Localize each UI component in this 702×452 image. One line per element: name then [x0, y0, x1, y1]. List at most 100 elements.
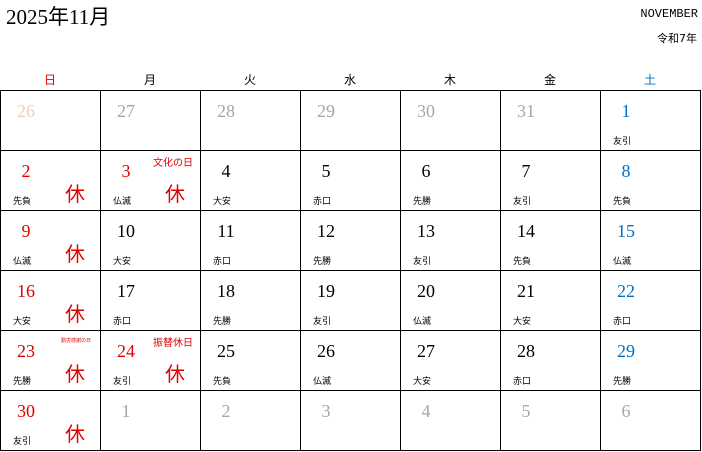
day-number: 8 [621, 161, 631, 181]
day-cell[interactable]: 29 [301, 90, 401, 151]
day-cell[interactable]: 4 [401, 391, 501, 451]
day-off-marker: 休 [65, 302, 85, 326]
day-off-marker: 休 [165, 182, 185, 206]
rokuyo-label: 友引 [613, 137, 632, 147]
day-cell[interactable]: 28 赤口 [501, 331, 601, 391]
rokuyo-label: 先負 [13, 197, 32, 207]
day-cell[interactable]: 10 大安 [101, 211, 201, 271]
weekday-wednesday: 水 [343, 73, 356, 87]
rokuyo-label: 先負 [513, 257, 532, 267]
day-number: 10 [117, 221, 135, 241]
rokuyo-label: 仏滅 [313, 377, 332, 387]
day-cell[interactable]: 5 赤口 [301, 151, 401, 211]
day-number: 3 [321, 401, 331, 421]
rokuyo-label: 先勝 [213, 317, 232, 327]
day-cell[interactable]: 17 赤口 [101, 271, 201, 331]
day-number: 29 [317, 101, 335, 121]
day-cell[interactable]: 1 [101, 391, 201, 451]
rokuyo-label: 赤口 [513, 377, 532, 387]
day-cell[interactable]: 30 友引 休 [0, 391, 101, 451]
day-cell[interactable]: 18 先勝 [201, 271, 301, 331]
day-cell[interactable]: 3 仏滅 文化の日休 [101, 151, 201, 211]
day-cell[interactable]: 22 赤口 [601, 271, 701, 331]
calendar-title: 2025年11月 [6, 5, 111, 29]
day-cell[interactable]: 26 [0, 90, 101, 151]
rokuyo-label: 仏滅 [13, 257, 32, 267]
day-cell[interactable]: 11 赤口 [201, 211, 301, 271]
day-cell[interactable]: 20 仏滅 [401, 271, 501, 331]
day-cell[interactable]: 13 友引 [401, 211, 501, 271]
day-number: 22 [617, 281, 635, 301]
weekday-tuesday: 火 [243, 73, 256, 87]
day-cell[interactable]: 26 仏滅 [301, 331, 401, 391]
day-off-marker: 休 [65, 242, 85, 266]
weekday-monday: 月 [143, 73, 156, 87]
day-cell[interactable]: 24 友引 振替休日休 [101, 331, 201, 391]
day-number: 2 [221, 401, 231, 421]
day-cell[interactable]: 23 先勝 勤労感謝の日休 [0, 331, 101, 391]
day-off-marker: 休 [65, 182, 85, 206]
day-number: 30 [417, 101, 435, 121]
rokuyo-label: 赤口 [313, 197, 332, 207]
rokuyo-label: 大安 [13, 317, 32, 327]
day-number: 5 [321, 161, 331, 181]
holiday-name: 振替休日 [153, 338, 193, 349]
day-cell[interactable]: 27 大安 [401, 331, 501, 391]
rokuyo-label: 友引 [313, 317, 332, 327]
day-cell[interactable]: 31 [501, 90, 601, 151]
rokuyo-label: 赤口 [113, 317, 132, 327]
era-year-label: 令和7年 [657, 32, 697, 45]
rokuyo-label: 仏滅 [613, 257, 632, 267]
day-number: 4 [421, 401, 431, 421]
day-cell[interactable]: 19 友引 [301, 271, 401, 331]
day-number: 6 [621, 401, 631, 421]
month-english-label: NOVEMBER [640, 7, 698, 21]
day-cell[interactable]: 28 [201, 90, 301, 151]
day-cell[interactable]: 14 先負 [501, 211, 601, 271]
rokuyo-label: 赤口 [213, 257, 232, 267]
rokuyo-label: 大安 [113, 257, 132, 267]
day-number: 27 [417, 341, 435, 361]
day-cell[interactable]: 30 [401, 90, 501, 151]
day-number: 2 [21, 161, 31, 181]
day-cell[interactable]: 12 先勝 [301, 211, 401, 271]
day-number: 31 [517, 101, 535, 121]
day-cell[interactable]: 7 友引 [501, 151, 601, 211]
rokuyo-label: 先負 [213, 377, 232, 387]
day-cell[interactable]: 5 [501, 391, 601, 451]
day-cell[interactable]: 3 [301, 391, 401, 451]
day-cell[interactable]: 8 先負 [601, 151, 701, 211]
day-number: 17 [117, 281, 135, 301]
day-cell[interactable]: 9 仏滅 休 [0, 211, 101, 271]
rokuyo-label: 友引 [13, 437, 32, 447]
day-cell[interactable]: 2 先負 休 [0, 151, 101, 211]
day-cell[interactable]: 21 大安 [501, 271, 601, 331]
day-number: 11 [217, 221, 235, 241]
rokuyo-label: 友引 [113, 377, 132, 387]
day-cell[interactable]: 29 先勝 [601, 331, 701, 391]
day-number: 14 [517, 221, 535, 241]
day-off-marker: 休 [165, 362, 185, 386]
day-cell[interactable]: 6 [601, 391, 701, 451]
day-number: 19 [317, 281, 335, 301]
day-number: 26 [317, 341, 335, 361]
day-cell[interactable]: 16 大安 休 [0, 271, 101, 331]
day-cell[interactable]: 1 友引 [601, 90, 701, 151]
day-cell[interactable]: 6 先勝 [401, 151, 501, 211]
day-cell[interactable]: 2 [201, 391, 301, 451]
rokuyo-label: 友引 [513, 197, 532, 207]
day-cell[interactable]: 4 大安 [201, 151, 301, 211]
rokuyo-label: 先勝 [413, 197, 432, 207]
day-cell[interactable]: 25 先負 [201, 331, 301, 391]
rokuyo-label: 大安 [513, 317, 532, 327]
day-cell[interactable]: 27 [101, 90, 201, 151]
day-cell[interactable]: 15 仏滅 [601, 211, 701, 271]
rokuyo-label: 先勝 [613, 377, 632, 387]
day-number: 1 [121, 401, 131, 421]
day-number: 18 [217, 281, 235, 301]
day-number: 26 [17, 101, 35, 121]
rokuyo-label: 仏滅 [413, 317, 432, 327]
day-number: 4 [221, 161, 231, 181]
day-number: 16 [17, 281, 35, 301]
day-number: 15 [617, 221, 635, 241]
